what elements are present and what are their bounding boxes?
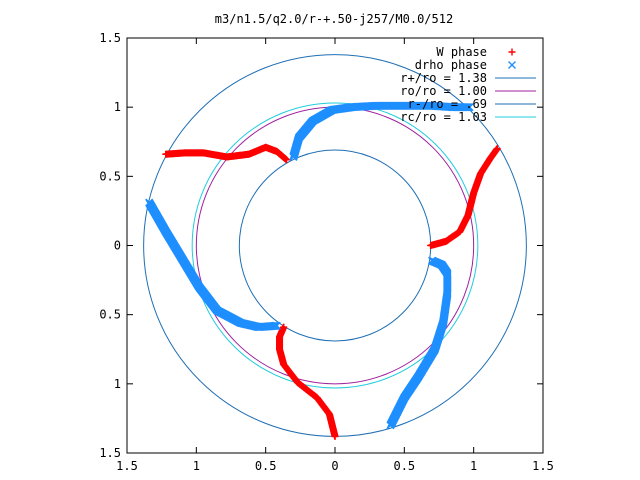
drho-phase-point [145,198,154,207]
x-tick-label: 1.5 [532,459,554,473]
x-tick-label: 0 [331,459,338,473]
circle-2 [238,149,432,342]
drho-phase-point [465,103,474,112]
x-tick-label: 1 [193,459,200,473]
y-tick-label: 1.5 [99,31,121,45]
y-tick-label: 1 [114,100,121,114]
x-axis: 1.5 1 0.5 0 0.5 1 1.5 [116,38,554,473]
legend-label: W phase [436,45,487,59]
y-tick-label: 1 [114,377,121,391]
series-1 [145,101,474,430]
y-tick-label: 1.5 [99,446,121,460]
legend-label: rc/ro = 1.03 [400,110,487,124]
y-tick-label: 0.5 [99,169,121,183]
x-tick-label: 0.5 [255,459,277,473]
y-axis: 1.5 1 0.5 0 0.5 1 1.5 [99,31,543,460]
legend-label: drho phase [415,58,487,72]
w-phase-point [331,432,339,440]
drho-phase-point [386,421,395,430]
x-tick-label: 1 [470,459,477,473]
legend-label: r+/ro = 1.38 [400,71,487,85]
x-tick-label: 1.5 [116,459,138,473]
x-tick-label: 0.5 [393,459,415,473]
y-tick-label: 0 [114,239,121,253]
legend-marker [508,61,516,69]
w-phase-point [493,145,501,153]
w-phase-point [162,150,170,158]
legend-marker [508,48,516,56]
legend-label: ro/ro = 1.00 [400,84,487,98]
chart-title: m3/n1.5/q2.0/r-+.50-j257/M0.0/512 [215,12,453,26]
legend-label: r-/ro = .69 [408,97,487,111]
data-points [145,101,501,440]
series-0 [162,143,501,440]
y-tick-label: 0.5 [99,308,121,322]
circle-3 [191,102,479,389]
